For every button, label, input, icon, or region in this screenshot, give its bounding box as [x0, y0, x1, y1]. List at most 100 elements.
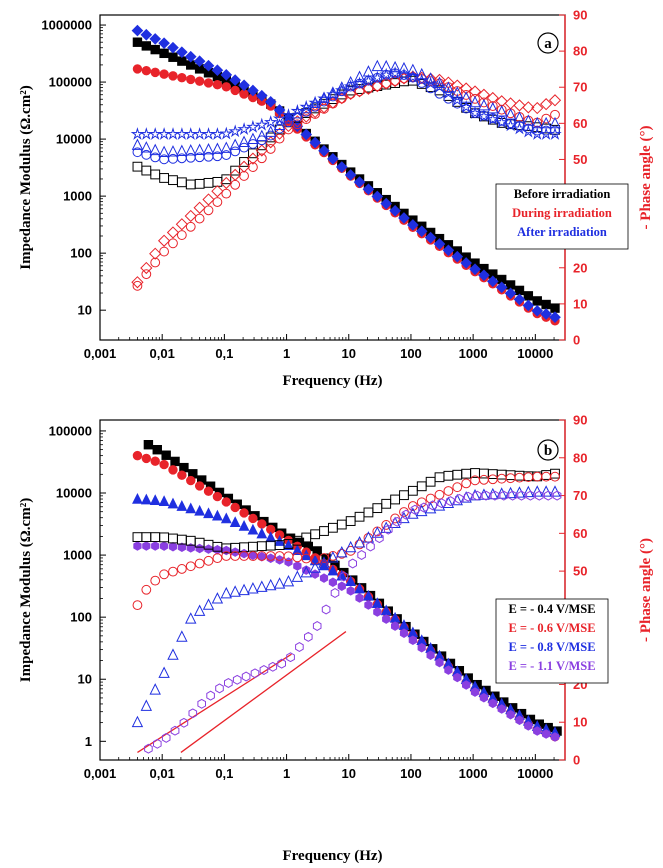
data-point — [380, 197, 393, 210]
data-point — [150, 257, 161, 268]
y-tick-label: 1000 — [63, 189, 92, 204]
data-point — [143, 440, 154, 450]
data-point — [446, 496, 455, 507]
data-point — [281, 108, 296, 121]
data-point — [514, 121, 525, 131]
data-point — [140, 699, 153, 711]
data-point — [141, 532, 152, 543]
data-point — [353, 70, 366, 82]
data-point — [152, 444, 162, 455]
data-point — [461, 478, 472, 489]
data-point — [481, 490, 491, 501]
data-point — [505, 473, 516, 484]
data-point — [203, 205, 214, 216]
y-tick-label: 10 — [78, 672, 92, 687]
data-point — [202, 193, 215, 206]
y2-tick-label: 50 — [573, 152, 587, 167]
data-point — [248, 513, 258, 524]
data-point — [432, 79, 447, 93]
series-modulus — [131, 24, 561, 324]
data-point — [366, 541, 375, 552]
data-point — [505, 118, 516, 129]
data-point — [364, 600, 373, 610]
data-point — [550, 732, 560, 742]
data-point — [256, 527, 268, 539]
y-tick-label: 100 — [70, 610, 92, 625]
data-point — [354, 78, 365, 89]
series-phase — [132, 71, 560, 291]
data-point — [336, 519, 347, 530]
data-point — [186, 543, 195, 553]
data-point — [478, 269, 490, 282]
series-phase — [144, 490, 562, 754]
data-point — [212, 197, 223, 207]
data-point — [363, 83, 374, 94]
data-point — [141, 584, 152, 595]
data-point — [355, 593, 364, 603]
data-point — [264, 578, 277, 591]
data-point — [239, 548, 249, 559]
data-point — [371, 59, 384, 72]
data-point — [486, 112, 500, 126]
x-tick-label: 0,1 — [215, 346, 233, 361]
data-point — [302, 565, 311, 575]
data-point — [210, 127, 225, 140]
data-point — [337, 581, 346, 591]
data-point — [300, 565, 312, 578]
data-point — [354, 582, 365, 594]
data-point — [452, 98, 463, 109]
data-point — [202, 143, 215, 155]
data-point — [336, 86, 347, 97]
data-point — [326, 96, 340, 109]
data-point — [140, 493, 152, 505]
data-point — [540, 98, 553, 111]
data-point — [469, 488, 481, 501]
series-phase — [131, 70, 562, 289]
data-point — [504, 97, 517, 110]
data-point — [291, 544, 303, 556]
y2-tick-label: 70 — [573, 488, 587, 503]
data-point — [318, 144, 330, 157]
series-phase — [131, 59, 561, 158]
y-tick-label: 10000 — [56, 486, 92, 501]
panel-tag-label: a — [544, 36, 552, 52]
data-point — [194, 504, 206, 516]
data-point — [495, 115, 509, 129]
legend-entry: After irradiation — [517, 225, 607, 239]
data-point — [203, 486, 214, 496]
data-point — [460, 82, 473, 95]
data-point — [461, 103, 472, 114]
x-tick-label: 0,001 — [84, 766, 117, 781]
data-point — [212, 176, 223, 187]
data-point — [246, 119, 260, 133]
data-point — [532, 296, 542, 306]
data-point — [312, 621, 322, 631]
data-point — [425, 83, 436, 94]
data-point — [363, 75, 374, 86]
panel-tag-circle — [537, 32, 559, 54]
data-point — [416, 78, 427, 88]
data-point — [384, 524, 393, 535]
data-point — [250, 668, 260, 679]
data-point — [424, 231, 437, 244]
plot-frame — [99, 14, 566, 341]
data-point — [185, 144, 197, 156]
data-point — [309, 561, 321, 573]
data-point — [497, 704, 506, 714]
data-point — [211, 592, 224, 604]
y2-tick-label: 10 — [573, 715, 587, 730]
data-point — [150, 169, 161, 180]
data-point — [149, 494, 161, 505]
data-point — [215, 683, 224, 694]
data-point — [132, 450, 143, 461]
x-tick-label: 100 — [400, 766, 422, 781]
data-point — [220, 69, 233, 81]
data-point — [256, 580, 268, 592]
data-point — [354, 511, 365, 522]
data-point — [167, 497, 179, 509]
data-point — [461, 90, 472, 100]
data-point — [176, 46, 188, 59]
data-point — [504, 486, 517, 499]
x-tick-label: 0,1 — [215, 766, 233, 781]
